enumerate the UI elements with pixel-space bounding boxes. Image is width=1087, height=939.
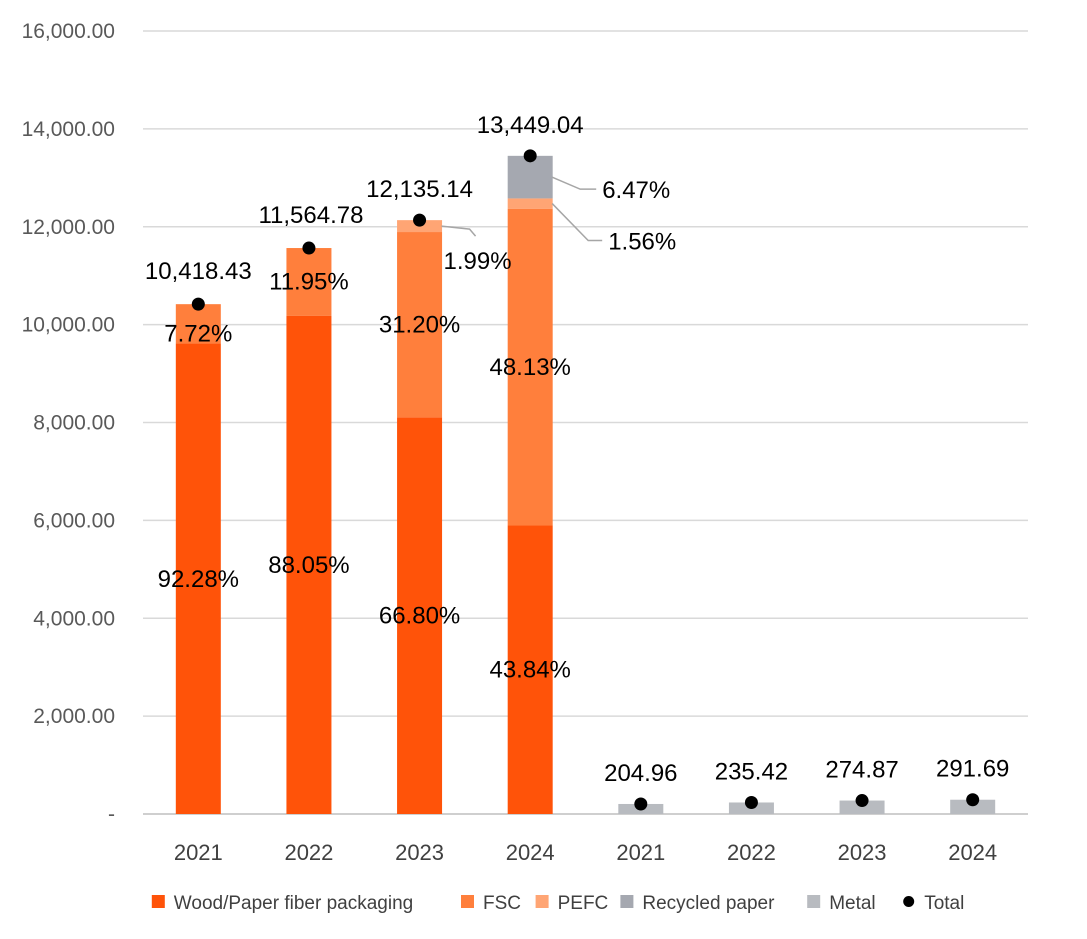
segment-label: 92.28% [158, 566, 239, 593]
legend-label: FSC [483, 893, 521, 914]
segment-labels: 92.28% 88.05% 66.80% 43.84% 7.72% 11.95% 31.20… [158, 176, 676, 684]
bar-segment [397, 417, 443, 814]
legend-swatch [807, 895, 821, 908]
segment-label: 48.13% [489, 354, 570, 381]
y-tick-label: 4,000.00 [33, 607, 115, 630]
x-tick-label: 2021 [174, 840, 223, 865]
legend-item: Total [903, 893, 964, 914]
bar-segment [397, 232, 443, 418]
legend-swatch [461, 895, 474, 908]
total-label: 12,135.14 [366, 176, 473, 203]
x-axis-ticks: 2021 2022 2023 2024 2021 2022 2023 2024 [174, 840, 997, 865]
legend-label: Metal [829, 893, 875, 914]
total-label: 204.96 [604, 760, 677, 787]
x-tick-label: 2022 [284, 840, 333, 865]
legend-item: Recycled paper [620, 893, 775, 914]
y-tick-label: 2,000.00 [33, 705, 115, 728]
bar-segment [286, 315, 332, 814]
total-marker [413, 213, 427, 227]
legend-item: PEFC [535, 893, 609, 914]
segment-label: 1.56% [608, 229, 676, 256]
total-marker [634, 797, 648, 811]
legend-swatch [151, 895, 165, 908]
y-tick-label: 14,000.00 [22, 118, 115, 141]
total-label: 291.69 [936, 756, 1009, 783]
bar-segment [175, 304, 221, 344]
segment-label: 88.05% [268, 552, 349, 579]
bar-segment [839, 800, 885, 814]
bar-segment [950, 799, 996, 814]
legend-item: FSC [461, 893, 521, 914]
y-axis-ticks: - 2,000.00 4,000.00 6,000.00 8,000.00 10,000.… [22, 20, 115, 826]
leader-line [441, 225, 477, 237]
leader-line [551, 203, 603, 242]
bar-segment [507, 208, 553, 526]
total-marker [855, 794, 869, 808]
y-tick-label: 16,000.00 [22, 20, 115, 43]
legend-item: Metal [807, 893, 876, 914]
segment-label: 7.72% [164, 321, 232, 348]
segment-label: 11.95% [269, 269, 349, 296]
legend-swatch [620, 895, 634, 908]
y-tick-label: 6,000.00 [33, 509, 115, 532]
segment-label: 66.80% [379, 603, 460, 630]
legend-item: Wood/Paper fiber packaging [151, 893, 413, 914]
x-tick-label: 2023 [838, 840, 887, 865]
total-label: 10,418.43 [145, 258, 252, 285]
total-marker [523, 149, 537, 163]
legend-label: Wood/Paper fiber packaging [174, 893, 413, 914]
total-label: 11,564.78 [258, 202, 363, 229]
segment-label: 43.84% [489, 657, 570, 684]
grid-lines [143, 30, 1028, 815]
segment-label: 1.99% [444, 248, 512, 275]
total-marker [966, 793, 980, 807]
segment-label: 31.20% [379, 312, 460, 339]
total-marker [191, 297, 205, 311]
segment-label: 6.47% [602, 177, 670, 204]
legend-swatch [903, 896, 915, 907]
bar-segment [507, 525, 553, 814]
bar-segment [175, 343, 221, 814]
total-marker [744, 795, 758, 809]
bar-segment [507, 198, 553, 209]
legend-swatch [535, 895, 549, 908]
total-marker [302, 241, 316, 255]
total-label: 274.87 [825, 757, 898, 784]
leader-line [551, 176, 597, 190]
legend-label: Recycled paper [642, 893, 775, 914]
x-tick-label: 2022 [727, 840, 776, 865]
x-tick-label: 2021 [616, 840, 665, 865]
y-tick-label: - [108, 803, 115, 826]
legend-label: PEFC [558, 893, 609, 914]
legend: Wood/Paper fiber packaging FSC PEFC Recycle… [151, 893, 964, 914]
y-tick-label: 12,000.00 [22, 216, 115, 239]
total-label: 235.42 [715, 758, 788, 785]
bar-segment [507, 155, 553, 199]
bars [175, 155, 996, 814]
legend-label: Total [924, 893, 964, 914]
x-tick-label: 2024 [948, 840, 997, 865]
x-tick-label: 2024 [506, 840, 555, 865]
y-tick-label: 8,000.00 [33, 412, 115, 435]
total-label: 13,449.04 [477, 112, 584, 139]
bar-segment [286, 248, 332, 316]
y-tick-label: 10,000.00 [22, 314, 115, 337]
x-tick-label: 2023 [395, 840, 444, 865]
